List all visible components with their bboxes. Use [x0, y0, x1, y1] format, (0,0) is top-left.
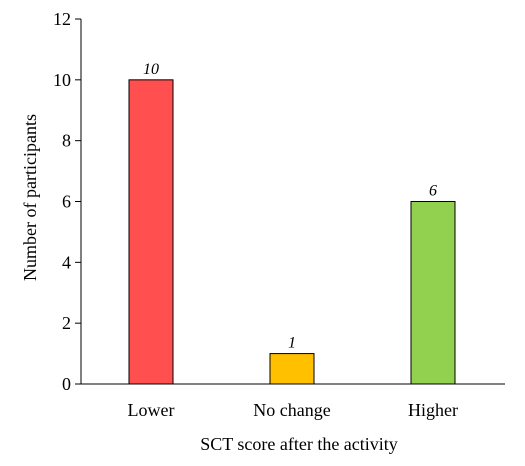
x-category-label: Lower: [128, 400, 175, 420]
x-category-label: Higher: [408, 400, 458, 420]
bar-no-change: [269, 353, 315, 385]
x-category-label: No change: [253, 400, 330, 420]
y-tick-label: 6: [62, 192, 71, 212]
data-labels: 10 1 6: [143, 61, 437, 352]
y-tick-label: 2: [62, 313, 71, 333]
bar-higher: [410, 201, 456, 385]
bar-data-label: 10: [143, 61, 159, 78]
bar-data-label: 1: [288, 335, 296, 352]
bar-data-label: 6: [429, 183, 437, 200]
y-tick-label: 0: [62, 374, 71, 394]
bar-lower: [128, 79, 174, 385]
y-axis-ticks: 0 2 4 6 8 10 12: [53, 9, 81, 394]
x-axis-title: SCT score after the activity: [200, 434, 398, 454]
y-tick-label: 12: [53, 9, 71, 29]
y-tick-label: 8: [62, 131, 71, 151]
y-tick-label: 10: [53, 70, 71, 90]
y-axis-title: Number of participants: [20, 114, 40, 281]
y-tick-label: 4: [62, 252, 71, 272]
x-axis-category-labels: Lower No change Higher: [128, 400, 458, 420]
